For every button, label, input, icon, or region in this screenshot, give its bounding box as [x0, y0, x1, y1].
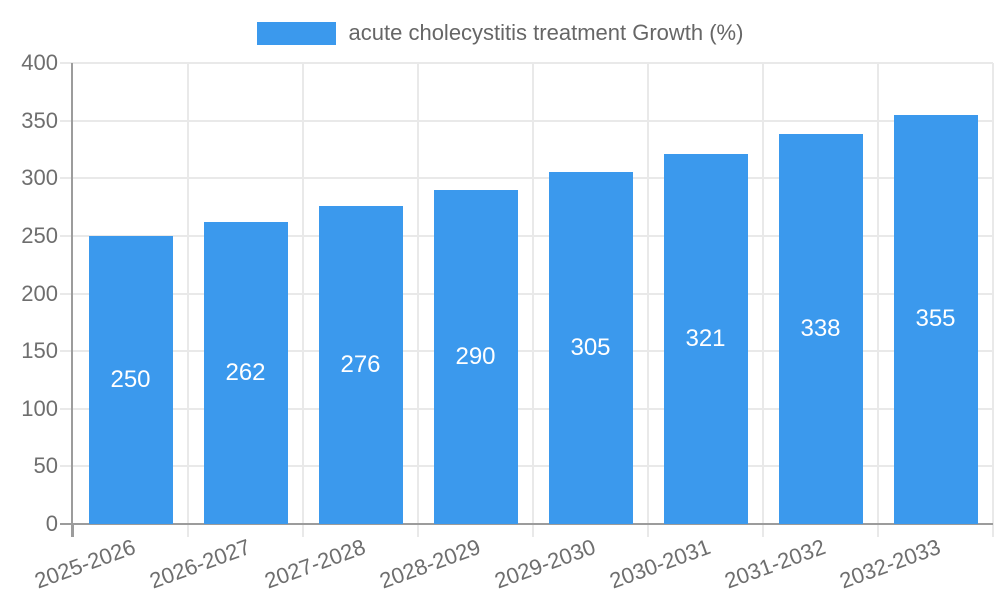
bar[interactable]: [778, 134, 863, 524]
x-axis-tick-label: 2031-2032: [721, 534, 830, 594]
x-axis-tick: [187, 524, 189, 537]
y-axis-tick-label: 0: [45, 511, 58, 536]
y-axis-tick-label: 400: [21, 50, 58, 75]
y-axis-tick-label: 100: [21, 395, 58, 421]
gridline-vertical: [877, 63, 879, 524]
bar-value-label: 305: [570, 334, 611, 362]
gridline-vertical: [417, 63, 419, 524]
gridline-vertical: [532, 63, 534, 524]
bar-value-label: 250: [110, 365, 151, 393]
bar[interactable]: [893, 114, 978, 524]
bar-value-label: 321: [685, 325, 726, 353]
bar-value-label: 355: [915, 305, 956, 333]
bar[interactable]: [88, 235, 173, 524]
legend-label: acute cholecystitis treatment Growth (%): [348, 20, 744, 45]
bar[interactable]: [548, 172, 633, 524]
x-axis-tick: [532, 524, 534, 537]
x-axis-tick-label: 2030-2031: [606, 534, 715, 594]
x-axis-line: [60, 523, 993, 525]
bar-value-label: 276: [340, 350, 381, 378]
x-axis-tick: [72, 524, 74, 537]
y-axis-tick-label: 250: [21, 222, 58, 248]
y-axis-tick: [60, 350, 73, 353]
y-axis-tick: [60, 177, 73, 180]
gridline-vertical: [647, 63, 649, 524]
y-axis-tick-label: 150: [21, 338, 58, 364]
x-axis-tick-label: 2026-2027: [146, 534, 255, 594]
y-axis-tick-label: 200: [21, 280, 58, 306]
x-axis-tick-label: 2032-2033: [836, 534, 945, 594]
bar-value-label: 262: [225, 359, 266, 387]
legend-item[interactable]: acute cholecystitis treatment Growth (%): [256, 20, 744, 46]
y-axis-line: [71, 63, 73, 537]
y-axis-tick: [60, 62, 73, 64]
bar-value-label: 290: [455, 342, 496, 370]
y-axis-tick-label: 300: [21, 165, 58, 191]
legend-color-swatch: [256, 21, 336, 45]
chart-legend: acute cholecystitis treatment Growth (%): [0, 18, 1000, 48]
x-axis-tick: [762, 524, 764, 537]
gridline-vertical: [187, 63, 189, 524]
x-axis-tick-label: 2028-2029: [376, 534, 485, 594]
x-axis-tick: [647, 524, 649, 537]
x-axis-tick: [992, 524, 994, 537]
y-axis-tick: [60, 407, 73, 410]
bar[interactable]: [433, 189, 518, 524]
bar[interactable]: [318, 205, 403, 524]
y-axis-tick: [60, 234, 73, 237]
bar-value-label: 338: [800, 315, 841, 343]
bar[interactable]: [663, 154, 748, 524]
x-axis-tick: [417, 524, 419, 537]
y-axis-tick-label: 50: [33, 453, 58, 479]
y-axis-tick: [60, 292, 73, 295]
x-axis-tick-label: 2029-2030: [491, 534, 600, 594]
y-axis-tick-label: 350: [21, 107, 58, 133]
x-axis-tick: [302, 524, 304, 537]
x-axis-tick-label: 2027-2028: [261, 534, 370, 594]
y-axis-tick: [60, 119, 73, 122]
y-axis-tick: [60, 465, 73, 468]
x-axis-tick-label: 2025-2026: [31, 534, 140, 594]
gridline-vertical: [762, 63, 764, 524]
bar[interactable]: [203, 222, 288, 524]
x-axis-tick: [877, 524, 879, 537]
gridline-vertical: [992, 63, 994, 524]
gridline-vertical: [302, 63, 304, 524]
